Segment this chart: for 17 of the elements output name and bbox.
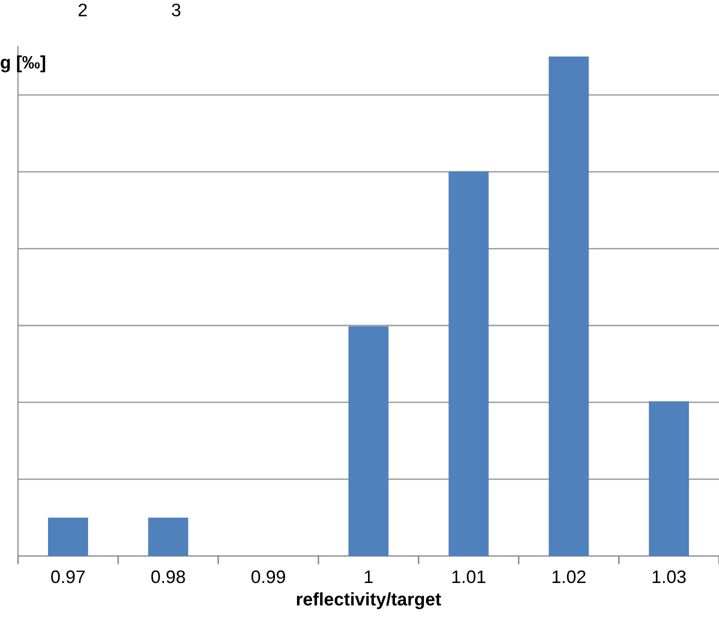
- bar: [648, 401, 689, 556]
- x-tick-label: 0.98: [151, 570, 185, 584]
- x-tick-label: 1: [364, 570, 373, 584]
- x-tick-label: 1.03: [652, 570, 686, 584]
- bar: [348, 326, 389, 556]
- x-tick-label: 0.97: [51, 570, 85, 584]
- x-tick-label: 0.99: [251, 570, 286, 584]
- x-axis-title: reflectivity/target: [296, 592, 442, 610]
- text: 2: [78, 4, 87, 16]
- bar: [448, 171, 489, 556]
- bar: [548, 56, 589, 556]
- x-tick-label: 1.01: [452, 570, 486, 584]
- bar: [48, 518, 88, 556]
- x-tick-label: 1.02: [552, 570, 586, 584]
- bar: [148, 518, 188, 556]
- text: 3: [172, 4, 180, 16]
- y-axis-title: g [‰]: [0, 55, 46, 72]
